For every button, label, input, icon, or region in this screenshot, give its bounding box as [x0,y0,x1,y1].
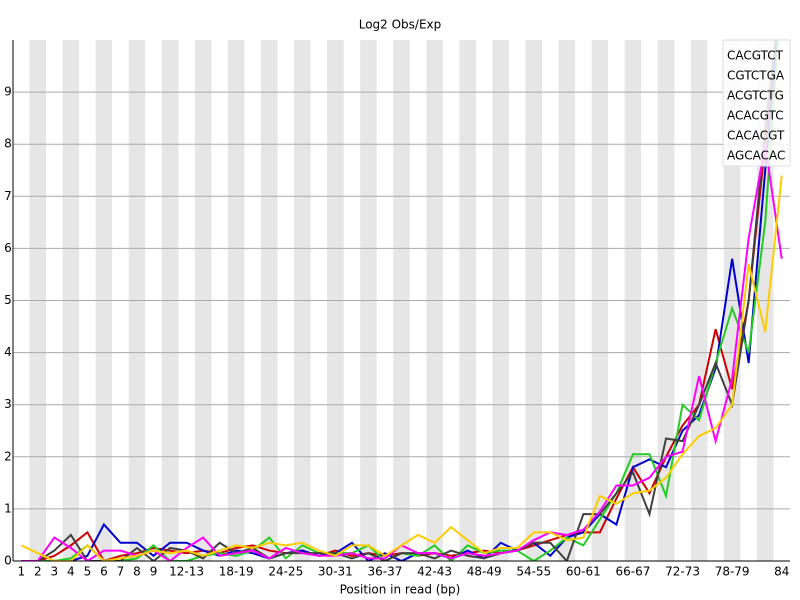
y-tick-label: 3 [4,397,12,411]
legend-entry: ACGTCTG [727,89,784,103]
legend-entry: CACGTCT [727,49,784,63]
x-tick-label: 8 [133,565,141,579]
x-tick-label: 60-61 [566,565,601,579]
x-tick-label: 54-55 [516,565,551,579]
x-tick-label: 72-73 [665,565,700,579]
legend-entry: ACACGTC [727,109,784,123]
x-tick-label: 4 [67,565,75,579]
chart-title: Log2 Obs/Exp [359,18,442,32]
x-tick-label: 12-13 [169,565,204,579]
x-tick-label: 36-37 [368,565,403,579]
x-tick-label: 84 [774,565,789,579]
x-tick-label: 78-79 [715,565,750,579]
x-tick-label: 2 [34,565,42,579]
series-line [20,175,783,561]
x-tick-label: 24-25 [268,565,303,579]
x-tick-label: 5 [84,565,92,579]
y-tick-label: 0 [4,554,12,568]
x-tick-label: 3 [51,565,59,579]
x-tick-label: 7 [117,565,125,579]
x-tick-label: 18-19 [219,565,254,579]
y-tick-label: 4 [4,345,12,359]
legend-entry: AGCACAC [727,149,785,163]
y-tick-label: 1 [4,501,12,515]
y-tick-label: 6 [4,241,12,255]
series-line [21,40,777,561]
x-axis-label: Position in read (bp) [340,583,461,597]
y-tick-label: 7 [4,189,12,203]
x-tick-label: 30-31 [318,565,353,579]
legend-box [722,39,791,167]
x-tick-label: 66-67 [616,565,651,579]
x-tick-label: 9 [150,565,158,579]
x-tick-label: 42-43 [417,565,452,579]
y-tick-label: 5 [4,293,12,307]
y-tick-label: 2 [4,449,12,463]
x-tick-label: 48-49 [467,565,502,579]
legend-entry: CACACGT [727,129,785,143]
x-tick-label: 6 [100,565,108,579]
y-tick-label: 8 [4,137,12,151]
legend-entry: CGTCTGA [727,69,785,83]
y-tick-label: 9 [4,85,12,99]
x-tick-label: 1 [17,565,25,579]
